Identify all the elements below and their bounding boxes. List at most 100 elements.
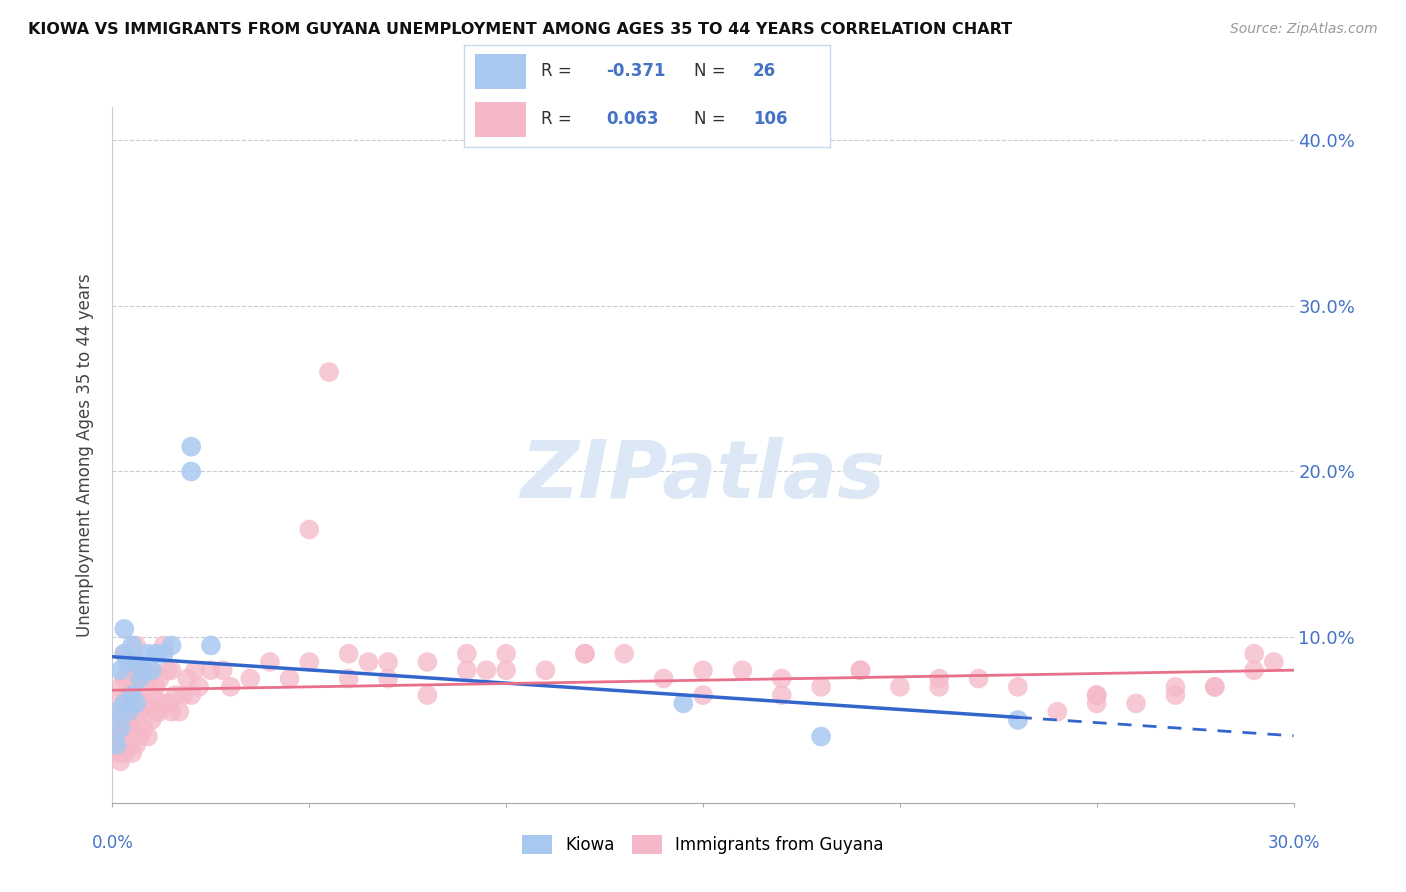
Point bbox=[160, 663, 183, 677]
Point bbox=[121, 688, 143, 702]
Point bbox=[180, 688, 202, 702]
Point bbox=[1085, 688, 1108, 702]
Text: 30.0%: 30.0% bbox=[1267, 834, 1320, 852]
Point bbox=[105, 705, 128, 719]
Point bbox=[259, 655, 281, 669]
Point bbox=[731, 663, 754, 677]
Point bbox=[112, 697, 135, 711]
Point bbox=[141, 663, 163, 677]
Point bbox=[928, 672, 950, 686]
Point bbox=[770, 688, 793, 702]
Text: 26: 26 bbox=[752, 62, 776, 80]
Point bbox=[117, 738, 139, 752]
Text: 0.063: 0.063 bbox=[606, 111, 659, 128]
Point bbox=[152, 647, 174, 661]
Point bbox=[377, 655, 399, 669]
Point bbox=[125, 639, 148, 653]
Point bbox=[200, 639, 222, 653]
Point bbox=[132, 663, 155, 677]
Point bbox=[136, 672, 159, 686]
Point bbox=[318, 365, 340, 379]
Point bbox=[169, 705, 191, 719]
Point bbox=[180, 465, 202, 479]
Point bbox=[156, 697, 179, 711]
Point bbox=[1085, 697, 1108, 711]
Point bbox=[1085, 688, 1108, 702]
Point bbox=[337, 647, 360, 661]
Point bbox=[298, 523, 321, 537]
Point bbox=[132, 697, 155, 711]
Text: KIOWA VS IMMIGRANTS FROM GUYANA UNEMPLOYMENT AMONG AGES 35 TO 44 YEARS CORRELATI: KIOWA VS IMMIGRANTS FROM GUYANA UNEMPLOY… bbox=[28, 22, 1012, 37]
Point bbox=[121, 697, 143, 711]
Point bbox=[117, 663, 139, 677]
Point bbox=[121, 746, 143, 760]
Point bbox=[112, 622, 135, 636]
Point bbox=[534, 663, 557, 677]
Point bbox=[165, 688, 187, 702]
Point bbox=[149, 705, 172, 719]
Point bbox=[117, 688, 139, 702]
Point bbox=[416, 688, 439, 702]
Point bbox=[110, 663, 132, 677]
Text: 0.0%: 0.0% bbox=[91, 834, 134, 852]
Point bbox=[652, 672, 675, 686]
Point bbox=[1243, 647, 1265, 661]
Point bbox=[1164, 688, 1187, 702]
Point bbox=[1125, 697, 1147, 711]
Point bbox=[121, 655, 143, 669]
Point bbox=[1007, 680, 1029, 694]
Point bbox=[160, 705, 183, 719]
Text: 106: 106 bbox=[752, 111, 787, 128]
Point bbox=[136, 697, 159, 711]
Point bbox=[180, 440, 202, 454]
Point bbox=[810, 730, 832, 744]
Point bbox=[849, 663, 872, 677]
Point bbox=[145, 705, 167, 719]
Point bbox=[692, 688, 714, 702]
Text: Source: ZipAtlas.com: Source: ZipAtlas.com bbox=[1230, 22, 1378, 37]
Point bbox=[1204, 680, 1226, 694]
Point bbox=[692, 663, 714, 677]
Point bbox=[574, 647, 596, 661]
Point bbox=[357, 655, 380, 669]
FancyBboxPatch shape bbox=[475, 102, 526, 137]
Point bbox=[136, 647, 159, 661]
Text: R =: R = bbox=[541, 62, 576, 80]
Point bbox=[770, 672, 793, 686]
Point bbox=[141, 663, 163, 677]
Point bbox=[129, 730, 152, 744]
Point bbox=[125, 738, 148, 752]
Point bbox=[112, 672, 135, 686]
Point bbox=[125, 655, 148, 669]
Point bbox=[475, 663, 498, 677]
Point bbox=[125, 663, 148, 677]
Point bbox=[112, 647, 135, 661]
Point bbox=[141, 688, 163, 702]
Point bbox=[1007, 713, 1029, 727]
Point bbox=[117, 705, 139, 719]
Point bbox=[121, 721, 143, 735]
Point bbox=[574, 647, 596, 661]
Point bbox=[377, 672, 399, 686]
Point bbox=[1164, 680, 1187, 694]
Point bbox=[132, 721, 155, 735]
Point bbox=[121, 639, 143, 653]
Text: -0.371: -0.371 bbox=[606, 62, 666, 80]
Point bbox=[337, 672, 360, 686]
Point bbox=[613, 647, 636, 661]
Point bbox=[105, 721, 128, 735]
Point bbox=[110, 730, 132, 744]
Point bbox=[967, 672, 990, 686]
Point bbox=[112, 697, 135, 711]
Point bbox=[176, 672, 198, 686]
Point bbox=[672, 697, 695, 711]
Point bbox=[152, 639, 174, 653]
Point bbox=[149, 672, 172, 686]
Point bbox=[125, 713, 148, 727]
Point bbox=[156, 663, 179, 677]
Point bbox=[112, 721, 135, 735]
Point bbox=[110, 705, 132, 719]
Point bbox=[125, 697, 148, 711]
Point bbox=[1243, 663, 1265, 677]
Point bbox=[117, 713, 139, 727]
